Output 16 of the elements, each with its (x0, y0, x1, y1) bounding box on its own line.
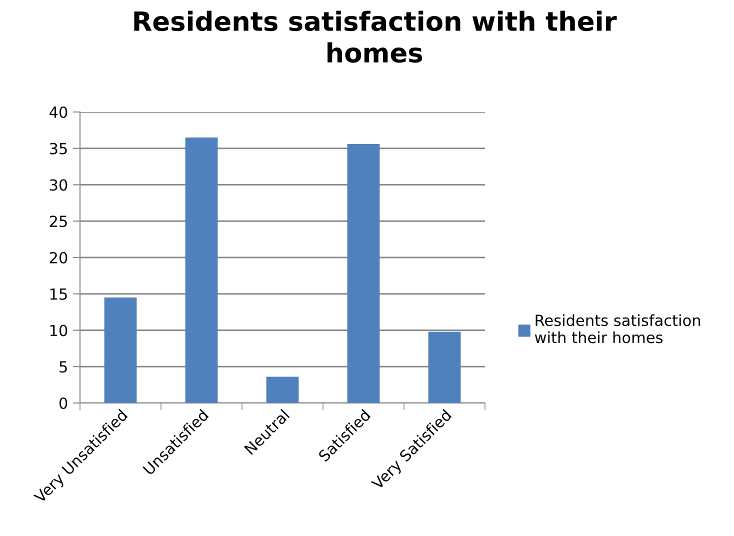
bar (428, 332, 461, 403)
y-tick-label: 15 (50, 288, 67, 300)
legend-label: Residents satisfaction with their homes (534, 314, 700, 344)
y-tick-label: 30 (50, 179, 68, 191)
bar (104, 298, 137, 403)
y-tick-label: 20 (50, 252, 68, 264)
chart-title: Residents satisfaction with their homes (134, 10, 617, 63)
bar (266, 376, 299, 403)
y-tick-label: 35 (50, 142, 67, 154)
y-tick-label: 0 (59, 397, 68, 410)
y-tick-label: 40 (50, 106, 68, 118)
y-tick-label: 25 (50, 216, 67, 228)
y-tick-label: 5 (60, 361, 67, 373)
bar (185, 137, 218, 403)
bar (347, 144, 380, 403)
y-tick-label: 10 (50, 324, 68, 336)
